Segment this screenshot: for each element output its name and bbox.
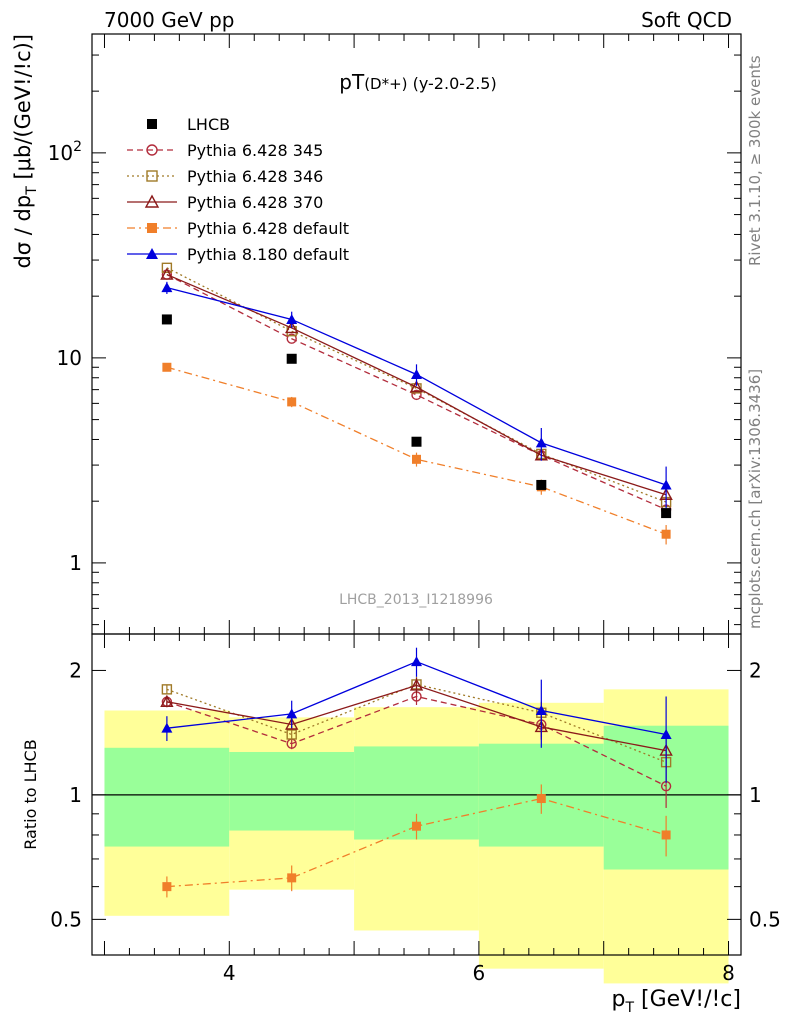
category-label: Soft QCD (641, 8, 732, 32)
marker-open-triangle (409, 380, 424, 393)
marker-square (162, 882, 172, 892)
y-tick-label: 2 (69, 658, 82, 682)
ratio-pythia-8-180-default (161, 647, 672, 783)
marker-square (412, 454, 421, 464)
y-tick-label: 0.5 (749, 907, 781, 931)
legend: LHCB Pythia 6.428 345 Pythia 6.428 346 Pyth… (127, 115, 349, 264)
marker-open-square (286, 729, 297, 740)
y-tick-label: 102 (48, 139, 82, 165)
legend-label: Pythia 6.428 370 (187, 193, 323, 212)
marker-open-triangle (144, 194, 160, 208)
marker-open-triangle (285, 320, 299, 334)
rivet-label: Rivet 3.1.10, ≥ 300k events (746, 55, 764, 266)
legend-label: Pythia 6.428 346 (187, 167, 323, 186)
marker-open-triangle (285, 717, 299, 730)
legend-entry: Pythia 6.428 345 (127, 141, 323, 160)
marker-open-triangle (409, 678, 424, 691)
marker-open-square (161, 262, 173, 274)
marker-filled-triangle (535, 437, 547, 448)
marker-open-triangle (160, 694, 174, 707)
marker-filled-triangle (161, 722, 173, 733)
series-pythia-6-428-370 (160, 267, 673, 500)
legend-entry: LHCB (147, 115, 230, 134)
marker-square (412, 821, 421, 831)
marker-square (661, 830, 671, 840)
analysis-watermark: LHCB_2013_I1218996 (339, 592, 493, 608)
marker-filled-triangle (286, 313, 298, 324)
marker-open-square (146, 170, 158, 182)
series-line (166, 273, 667, 496)
band-green (229, 751, 355, 831)
legend-entry: Pythia 8.180 default (127, 245, 349, 264)
marker-square (536, 794, 546, 804)
x-axis-title: pT [GeV!/!c] (612, 987, 741, 1016)
marker-square (411, 436, 422, 447)
band-green (104, 747, 230, 847)
marker-square (147, 119, 157, 129)
legend-label: Pythia 6.428 345 (187, 141, 323, 160)
marker-square (161, 314, 172, 325)
y-tick-label: 2 (749, 658, 762, 682)
marker-square (287, 873, 297, 883)
legend-label: Pythia 6.428 default (187, 219, 349, 238)
y-tick-label: 1 (69, 783, 82, 807)
series-pythia-8-180-default (161, 281, 672, 509)
data-series (160, 262, 673, 545)
marker-open-circle (411, 389, 422, 401)
y-axis-title: dσ / dpT [μb/(GeV!/!c)] (11, 34, 40, 269)
marker-filled-triangle (660, 479, 672, 490)
y-tick-label: 1 (749, 783, 762, 807)
axis-ticks (92, 34, 741, 955)
marker-square (286, 353, 297, 364)
marker-filled-triangle (286, 708, 298, 719)
series-lhcb (161, 314, 672, 519)
marker-square (536, 479, 547, 490)
marker-square (147, 223, 157, 233)
y-tick-label: 10 (57, 346, 82, 370)
marker-open-triangle (160, 267, 174, 280)
marker-filled-triangle (660, 728, 672, 739)
marker-filled-triangle (535, 705, 547, 716)
marker-open-circle (146, 144, 158, 156)
series-line (166, 273, 667, 511)
y-tick-label: 1 (69, 551, 82, 575)
ratio-axis-title: Ratio to LHCB (21, 739, 40, 849)
y-tick-label: 0.5 (50, 907, 82, 931)
marker-filled-triangle (411, 368, 422, 379)
legend-label: LHCB (187, 115, 230, 134)
marker-square (661, 529, 671, 539)
x-tick-label: 6 (473, 961, 486, 985)
marker-square (661, 508, 672, 519)
marker-filled-triangle (146, 248, 158, 259)
marker-open-circle (286, 333, 297, 344)
energy-label: 7000 GeV pp (104, 8, 235, 32)
plot-title: pT(D*+) (y-2.0-2.5) (339, 70, 496, 94)
x-tick-label: 4 (223, 961, 236, 985)
ratio-series (160, 647, 673, 898)
x-tick-label: 8 (722, 961, 735, 985)
legend-entry: Pythia 6.428 370 (127, 193, 323, 212)
marker-filled-triangle (161, 282, 173, 293)
legend-entry: Pythia 6.428 346 (127, 167, 323, 186)
axis-labels: 1 10 102 0.5 0.5 1 1 2 2 4 6 8 dσ / dpT [μb/(GeV!/!c… (11, 34, 781, 1016)
series-line (166, 366, 667, 535)
marker-open-square (161, 684, 173, 695)
marker-square (162, 362, 172, 372)
legend-entry: Pythia 6.428 default (127, 219, 349, 238)
legend-label: Pythia 8.180 default (187, 245, 349, 264)
mcplots-label: mcplots.cern.ch [arXiv:1306.3436] (746, 368, 764, 629)
ratio-pythia-6-428-default (162, 784, 671, 898)
marker-square (287, 397, 297, 407)
marker-filled-triangle (411, 656, 422, 667)
